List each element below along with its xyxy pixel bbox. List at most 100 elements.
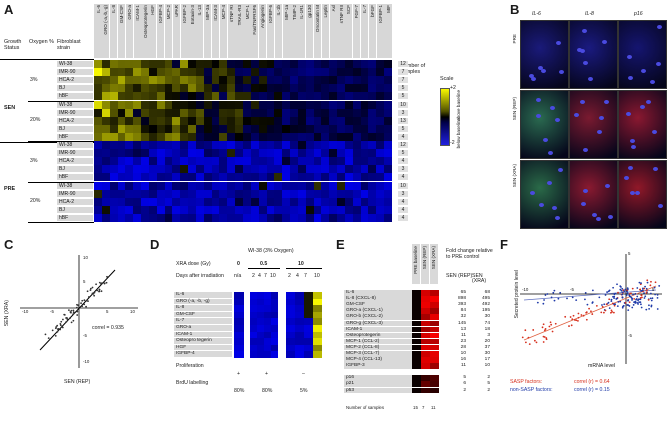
cell-nucleus (554, 215, 560, 220)
cell-nucleus (646, 100, 652, 105)
heatmap-cell (141, 181, 150, 190)
heatmap-cell (264, 325, 272, 332)
heatmap-cell (376, 173, 385, 182)
heatmap-cell (368, 116, 377, 125)
row-strain-label: BJ (57, 85, 93, 92)
scatter-point (546, 293, 549, 295)
heatmap-cell (290, 68, 299, 77)
scatter-point (646, 281, 649, 284)
scatter-point (577, 312, 580, 315)
heatmap-cell (235, 197, 244, 206)
heatmap-cell (297, 60, 306, 69)
heatmap-cell (360, 213, 369, 223)
heatmap-cell (337, 197, 346, 206)
scatter-point (621, 306, 624, 309)
scatter-point (634, 302, 637, 304)
heatmap-cell (133, 141, 142, 150)
scale-above: above baseline (456, 90, 461, 121)
heatmap-cell (235, 157, 244, 166)
scatter-point (650, 280, 652, 283)
heatmap-cell (141, 132, 150, 142)
row-strain-label: hBF (57, 174, 93, 181)
column-header-bg (329, 4, 337, 58)
heatmap-cell (227, 173, 236, 182)
column-header-bg (219, 4, 227, 58)
sample-count: 12 (398, 61, 408, 67)
column-header: Eotaxin-3 (189, 5, 195, 25)
heatmap-cell (101, 173, 110, 182)
heatmap-cell (219, 124, 228, 134)
scatter-point (93, 294, 96, 297)
heatmap-cell (376, 189, 385, 198)
scatter-point (67, 309, 70, 311)
heatmap-cell (305, 141, 314, 150)
heatmap-cell (264, 292, 272, 299)
scatter-point (640, 290, 642, 292)
heatmap-cell (384, 68, 393, 77)
heatmap-cell (235, 189, 244, 198)
fold-rep-value: 2 (463, 387, 466, 393)
scatter-point (553, 299, 556, 302)
heatmap-cell (94, 189, 103, 198)
heatmap-cell (290, 76, 299, 85)
column-header-bg (211, 4, 220, 58)
heatmap-cell (94, 76, 103, 85)
scatter-point (610, 309, 613, 312)
column-header-bg (345, 4, 353, 58)
heatmap-cell (282, 60, 291, 69)
heatmap-cell (164, 157, 173, 166)
column-header-bg (337, 4, 345, 58)
heatmap-cell (219, 108, 228, 117)
heatmap-cell (257, 311, 265, 319)
heatmap-cell (203, 92, 212, 101)
heatmap-cell (141, 213, 150, 223)
scatter-point (548, 325, 551, 328)
scatter-point (571, 296, 574, 299)
scatter-point (590, 310, 592, 313)
scatter-point (56, 324, 59, 327)
heatmap-cell (321, 108, 330, 117)
scatter-point (527, 336, 530, 339)
heatmap-cell (290, 92, 299, 101)
heatmap-cell (219, 132, 228, 142)
heatmap-cell (368, 108, 377, 117)
heatmap-cell (337, 141, 346, 150)
scatter-point (635, 298, 638, 301)
fold-rep-value: 28 (460, 344, 466, 350)
heatmap-cell (141, 84, 150, 93)
heatmap-cell (235, 165, 244, 174)
column-header-bg (290, 4, 298, 58)
column-header: Osteoprotegerin (142, 5, 148, 38)
heatmap-cell (376, 157, 385, 166)
c-tick-y5: 5 (83, 279, 86, 284)
scatter-point (654, 281, 657, 284)
f-xlabel: mRNA level (588, 363, 616, 369)
scatter-point (610, 300, 613, 303)
cell-nucleus (549, 106, 555, 111)
heatmap-cell (329, 116, 338, 125)
row-strain-label: WI-38 (57, 142, 93, 148)
heatmap-cell (211, 181, 220, 190)
heatmap-cell (101, 165, 110, 174)
heatmap-cell (164, 68, 173, 77)
heatmap-cell (266, 100, 275, 109)
heatmap-cell (337, 149, 346, 158)
heatmap-cell (156, 132, 165, 142)
heatmap-cell (258, 132, 267, 142)
heatmap-cell (141, 100, 150, 109)
expression-cell (421, 290, 430, 296)
heatmap-cell (156, 100, 165, 109)
scatter-point (73, 312, 76, 314)
heatmap-cell (117, 60, 126, 69)
cell-nucleus (535, 113, 541, 118)
column-header-bg (243, 4, 251, 58)
heatmap-cell (257, 338, 265, 345)
heatmap-cell (329, 197, 338, 206)
scatter-point (72, 309, 75, 312)
heatmap-cell (133, 60, 142, 69)
heatmap-cell (195, 108, 204, 117)
heatmap-cell (297, 92, 306, 101)
heatmap-cell (337, 124, 346, 134)
heatmap-cell (337, 173, 346, 182)
heatmap-cell (313, 124, 322, 134)
